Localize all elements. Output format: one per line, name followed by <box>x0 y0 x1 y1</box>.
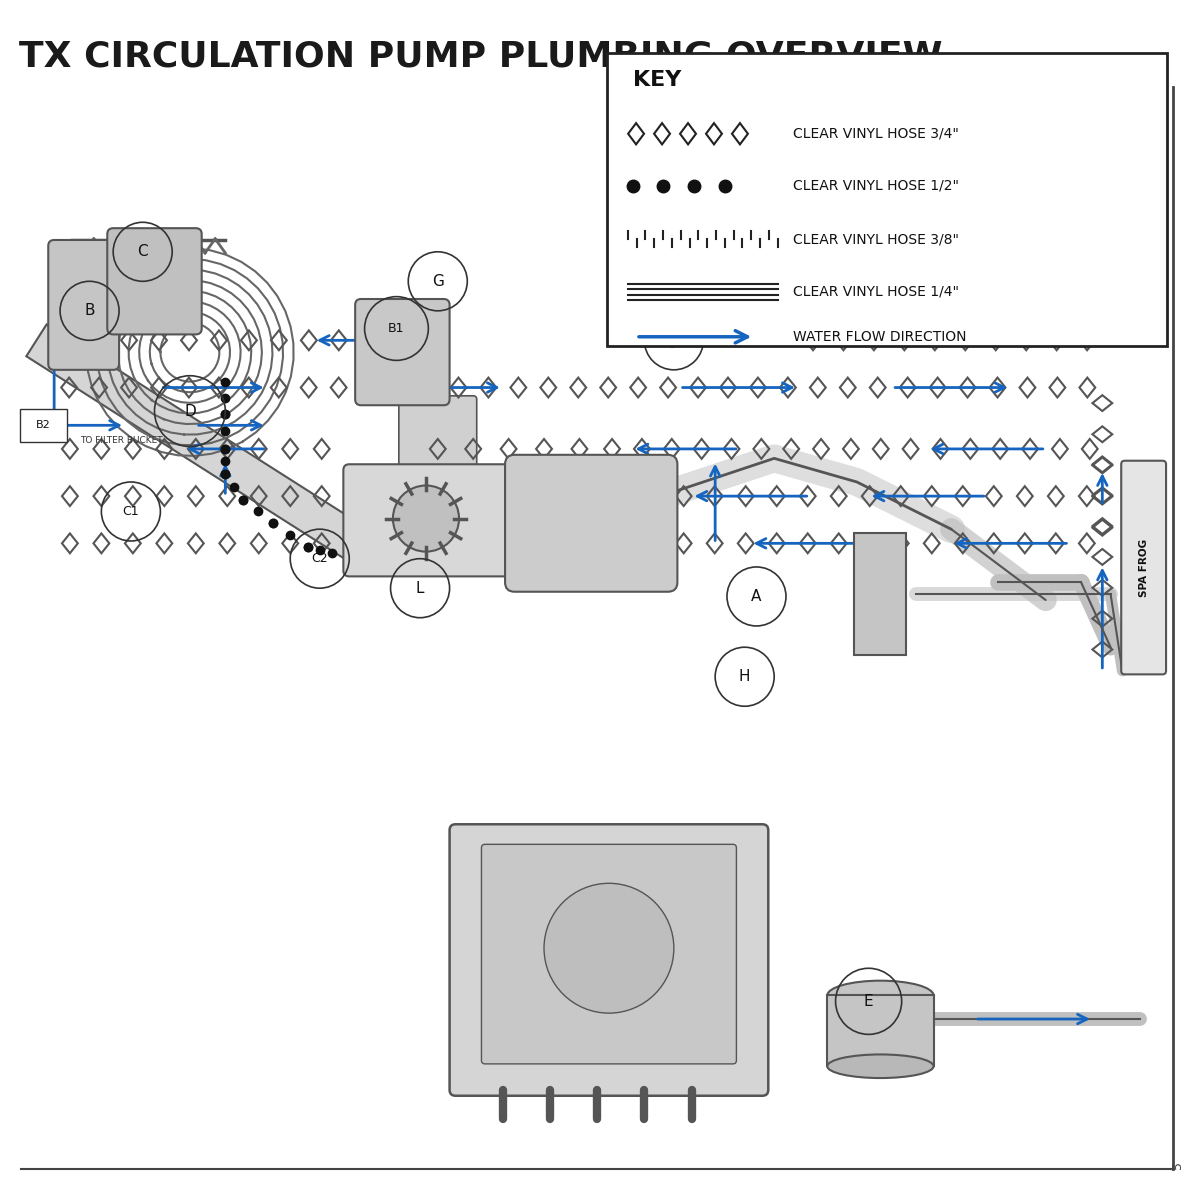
Text: D: D <box>184 403 196 419</box>
Text: G: G <box>432 274 444 289</box>
Text: CLEAR VINYL HOSE 1/2": CLEAR VINYL HOSE 1/2" <box>793 179 959 193</box>
Ellipse shape <box>827 980 934 1010</box>
Text: CLEAR VINYL HOSE 3/8": CLEAR VINYL HOSE 3/8" <box>793 233 959 247</box>
Bar <box>827 996 934 1067</box>
Text: CLEAR VINYL HOSE 3/4": CLEAR VINYL HOSE 3/4" <box>793 127 959 140</box>
Text: TO FILTER BUCKET: TO FILTER BUCKET <box>80 436 163 445</box>
Ellipse shape <box>827 1055 934 1078</box>
FancyBboxPatch shape <box>48 240 119 370</box>
FancyBboxPatch shape <box>1121 461 1166 674</box>
FancyBboxPatch shape <box>355 299 450 406</box>
Text: B1: B1 <box>389 322 404 335</box>
Polygon shape <box>26 324 371 563</box>
Circle shape <box>544 883 674 1013</box>
FancyBboxPatch shape <box>107 228 202 335</box>
Text: J: J <box>672 332 676 348</box>
Text: TX CIRCULATION PUMP PLUMBING OVERVIEW: TX CIRCULATION PUMP PLUMBING OVERVIEW <box>19 40 942 73</box>
FancyBboxPatch shape <box>398 396 476 474</box>
Text: 5: 5 <box>1171 1160 1184 1169</box>
Text: C: C <box>137 245 148 259</box>
Text: SPA FROG: SPA FROG <box>1139 539 1148 596</box>
FancyBboxPatch shape <box>505 455 677 592</box>
Text: L: L <box>416 581 425 595</box>
FancyBboxPatch shape <box>20 409 67 442</box>
FancyBboxPatch shape <box>343 464 521 576</box>
Text: KEY: KEY <box>632 70 680 90</box>
Text: WATER FLOW DIRECTION: WATER FLOW DIRECTION <box>793 330 966 343</box>
Text: E: E <box>864 994 874 1009</box>
FancyBboxPatch shape <box>450 824 768 1096</box>
Text: C1: C1 <box>122 505 139 518</box>
Text: A: A <box>751 589 762 604</box>
Text: B: B <box>84 304 95 318</box>
FancyBboxPatch shape <box>854 533 906 655</box>
Text: CLEAR VINYL HOSE 1/4": CLEAR VINYL HOSE 1/4" <box>793 284 959 299</box>
Text: B2: B2 <box>36 420 50 431</box>
Circle shape <box>392 486 460 552</box>
Text: C2: C2 <box>312 552 328 565</box>
Bar <box>606 54 1168 347</box>
Text: H: H <box>739 670 750 684</box>
FancyBboxPatch shape <box>481 845 737 1064</box>
